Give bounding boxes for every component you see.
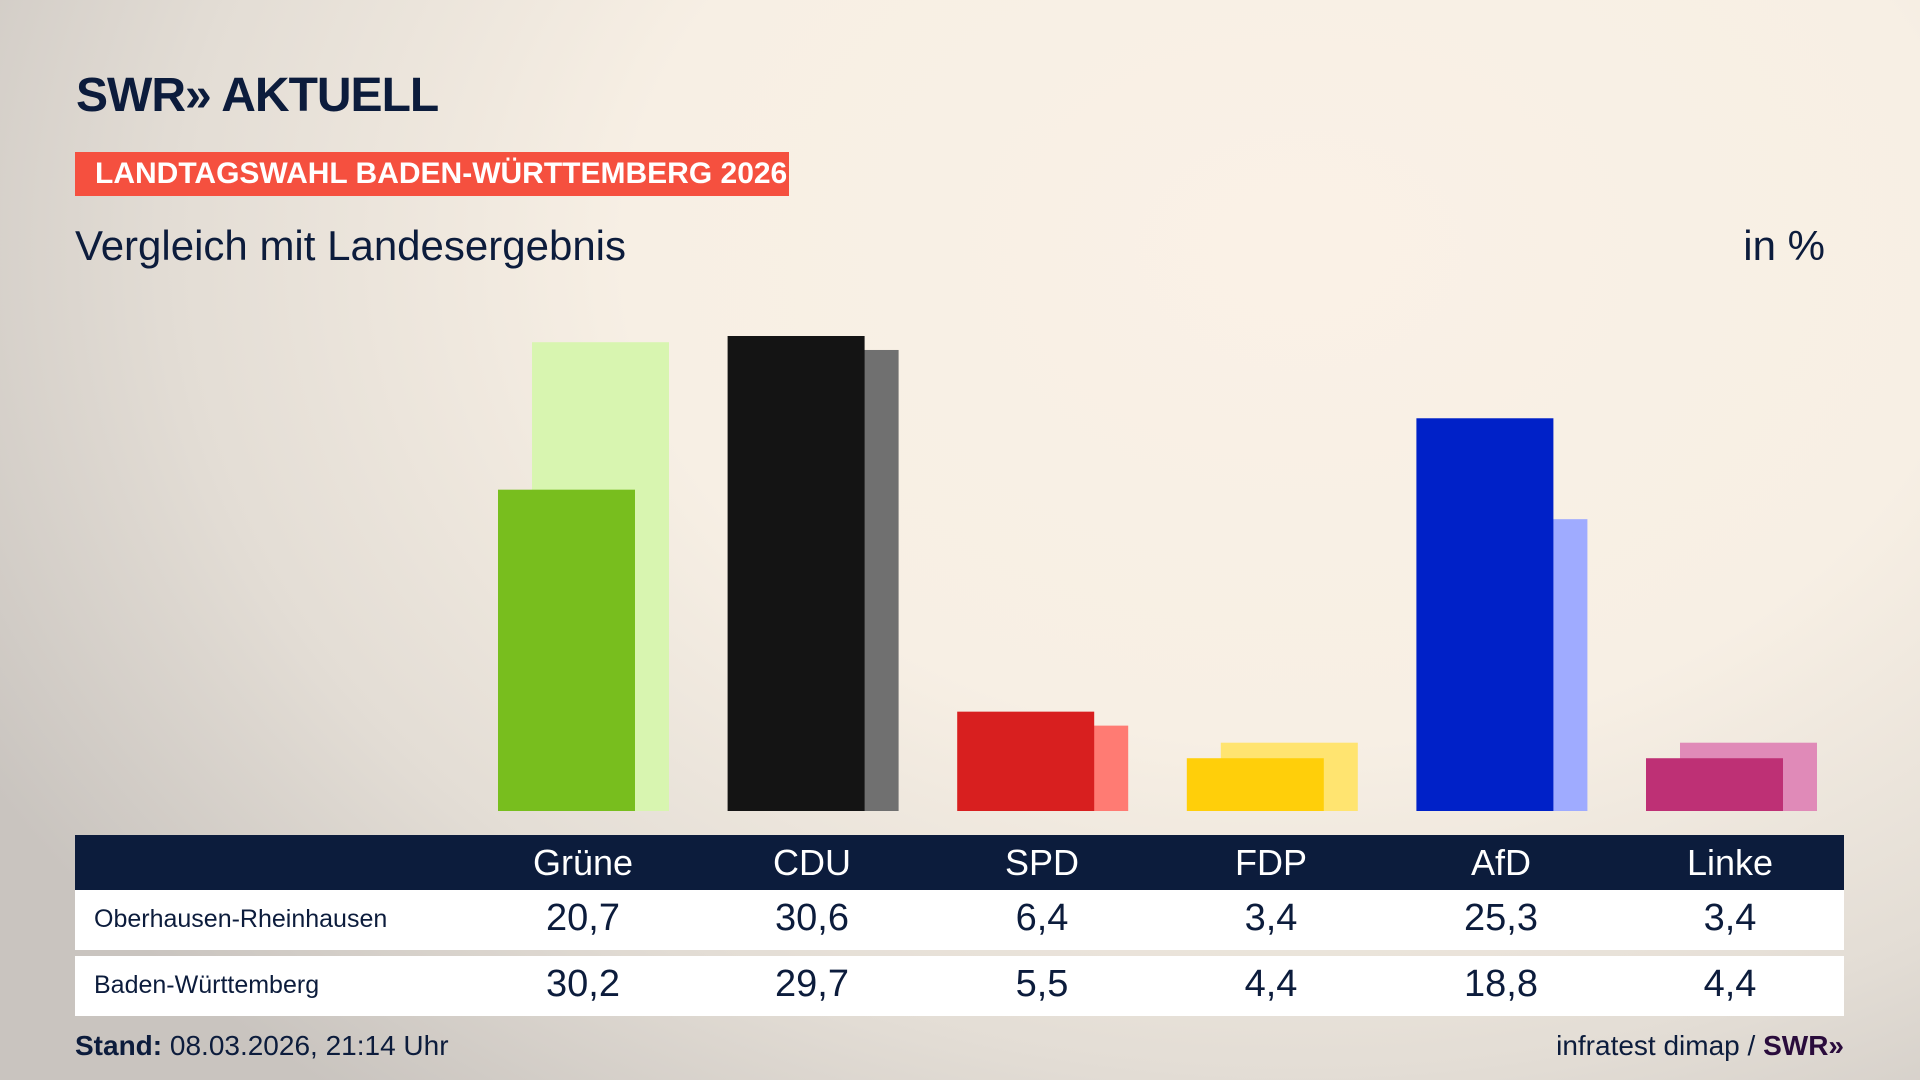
bar-chart: [498, 336, 1817, 811]
value-cell: 30,2: [546, 963, 620, 1005]
stand-label: Stand:: [75, 1030, 163, 1061]
column-header: AfD: [1470, 841, 1532, 883]
column-header: Linke: [1686, 841, 1774, 883]
value-cell: 4,4: [1244, 963, 1298, 1005]
bar-local-grüne: [498, 489, 635, 811]
column-header: Grüne: [532, 841, 634, 883]
value-cell: 3,4: [1244, 897, 1298, 939]
chart-title: Vergleich mit Landesergebnis: [75, 222, 627, 269]
value-cell: 4,4: [1703, 963, 1757, 1005]
value-cell: 18,8: [1464, 963, 1538, 1005]
table-row: Oberhausen-Rheinhausen 20,7 30,6 6,4 3,4 25,…: [75, 890, 1844, 950]
bar-local-afd: [1416, 418, 1554, 811]
source-text: infratest dimap /: [1556, 1030, 1764, 1061]
column-header: SPD: [1004, 841, 1080, 883]
column-header: FDP: [1235, 841, 1307, 883]
value-cell: 3,4: [1703, 897, 1757, 939]
results-table: Grüne CDU SPD FDP AfD Linke Oberhausen-Rheinh…: [75, 835, 1844, 1016]
swr-aktuell-logo: SWR» AKTUELL: [76, 69, 439, 122]
bar-local-fdp: [1186, 758, 1324, 811]
value-cell: 30,6: [775, 897, 849, 939]
unit-label: in %: [1743, 222, 1825, 269]
column-header: CDU: [773, 841, 851, 883]
value-cell: 5,5: [1015, 963, 1069, 1005]
bar-local-spd: [957, 711, 1095, 811]
bar-local-cdu: [727, 336, 865, 811]
timestamp: Stand: 08.03.2026, 21:14 Uhr: [75, 1030, 449, 1062]
source: infratest dimap / SWR»: [1556, 1030, 1844, 1062]
bar-local-linke: [1646, 758, 1783, 811]
row-label: Oberhausen-Rheinhausen: [94, 905, 388, 933]
table-header: Grüne CDU SPD FDP AfD Linke: [75, 835, 1844, 890]
value-cell: 29,7: [775, 963, 849, 1005]
value-cell: 20,7: [546, 897, 620, 939]
election-banner: LANDTAGSWAHL BADEN-WÜRTTEMBERG 2026: [75, 152, 789, 196]
swr-logo: SWR»: [1763, 1030, 1844, 1061]
value-cell: 25,3: [1464, 897, 1538, 939]
table-row: Baden-Württemberg 30,2 29,7 5,5 4,4 18,8 4,4: [75, 956, 1844, 1016]
row-label: Baden-Württemberg: [94, 971, 320, 999]
stand-value: 08.03.2026, 21:14 Uhr: [162, 1030, 449, 1061]
value-cell: 6,4: [1015, 897, 1069, 939]
